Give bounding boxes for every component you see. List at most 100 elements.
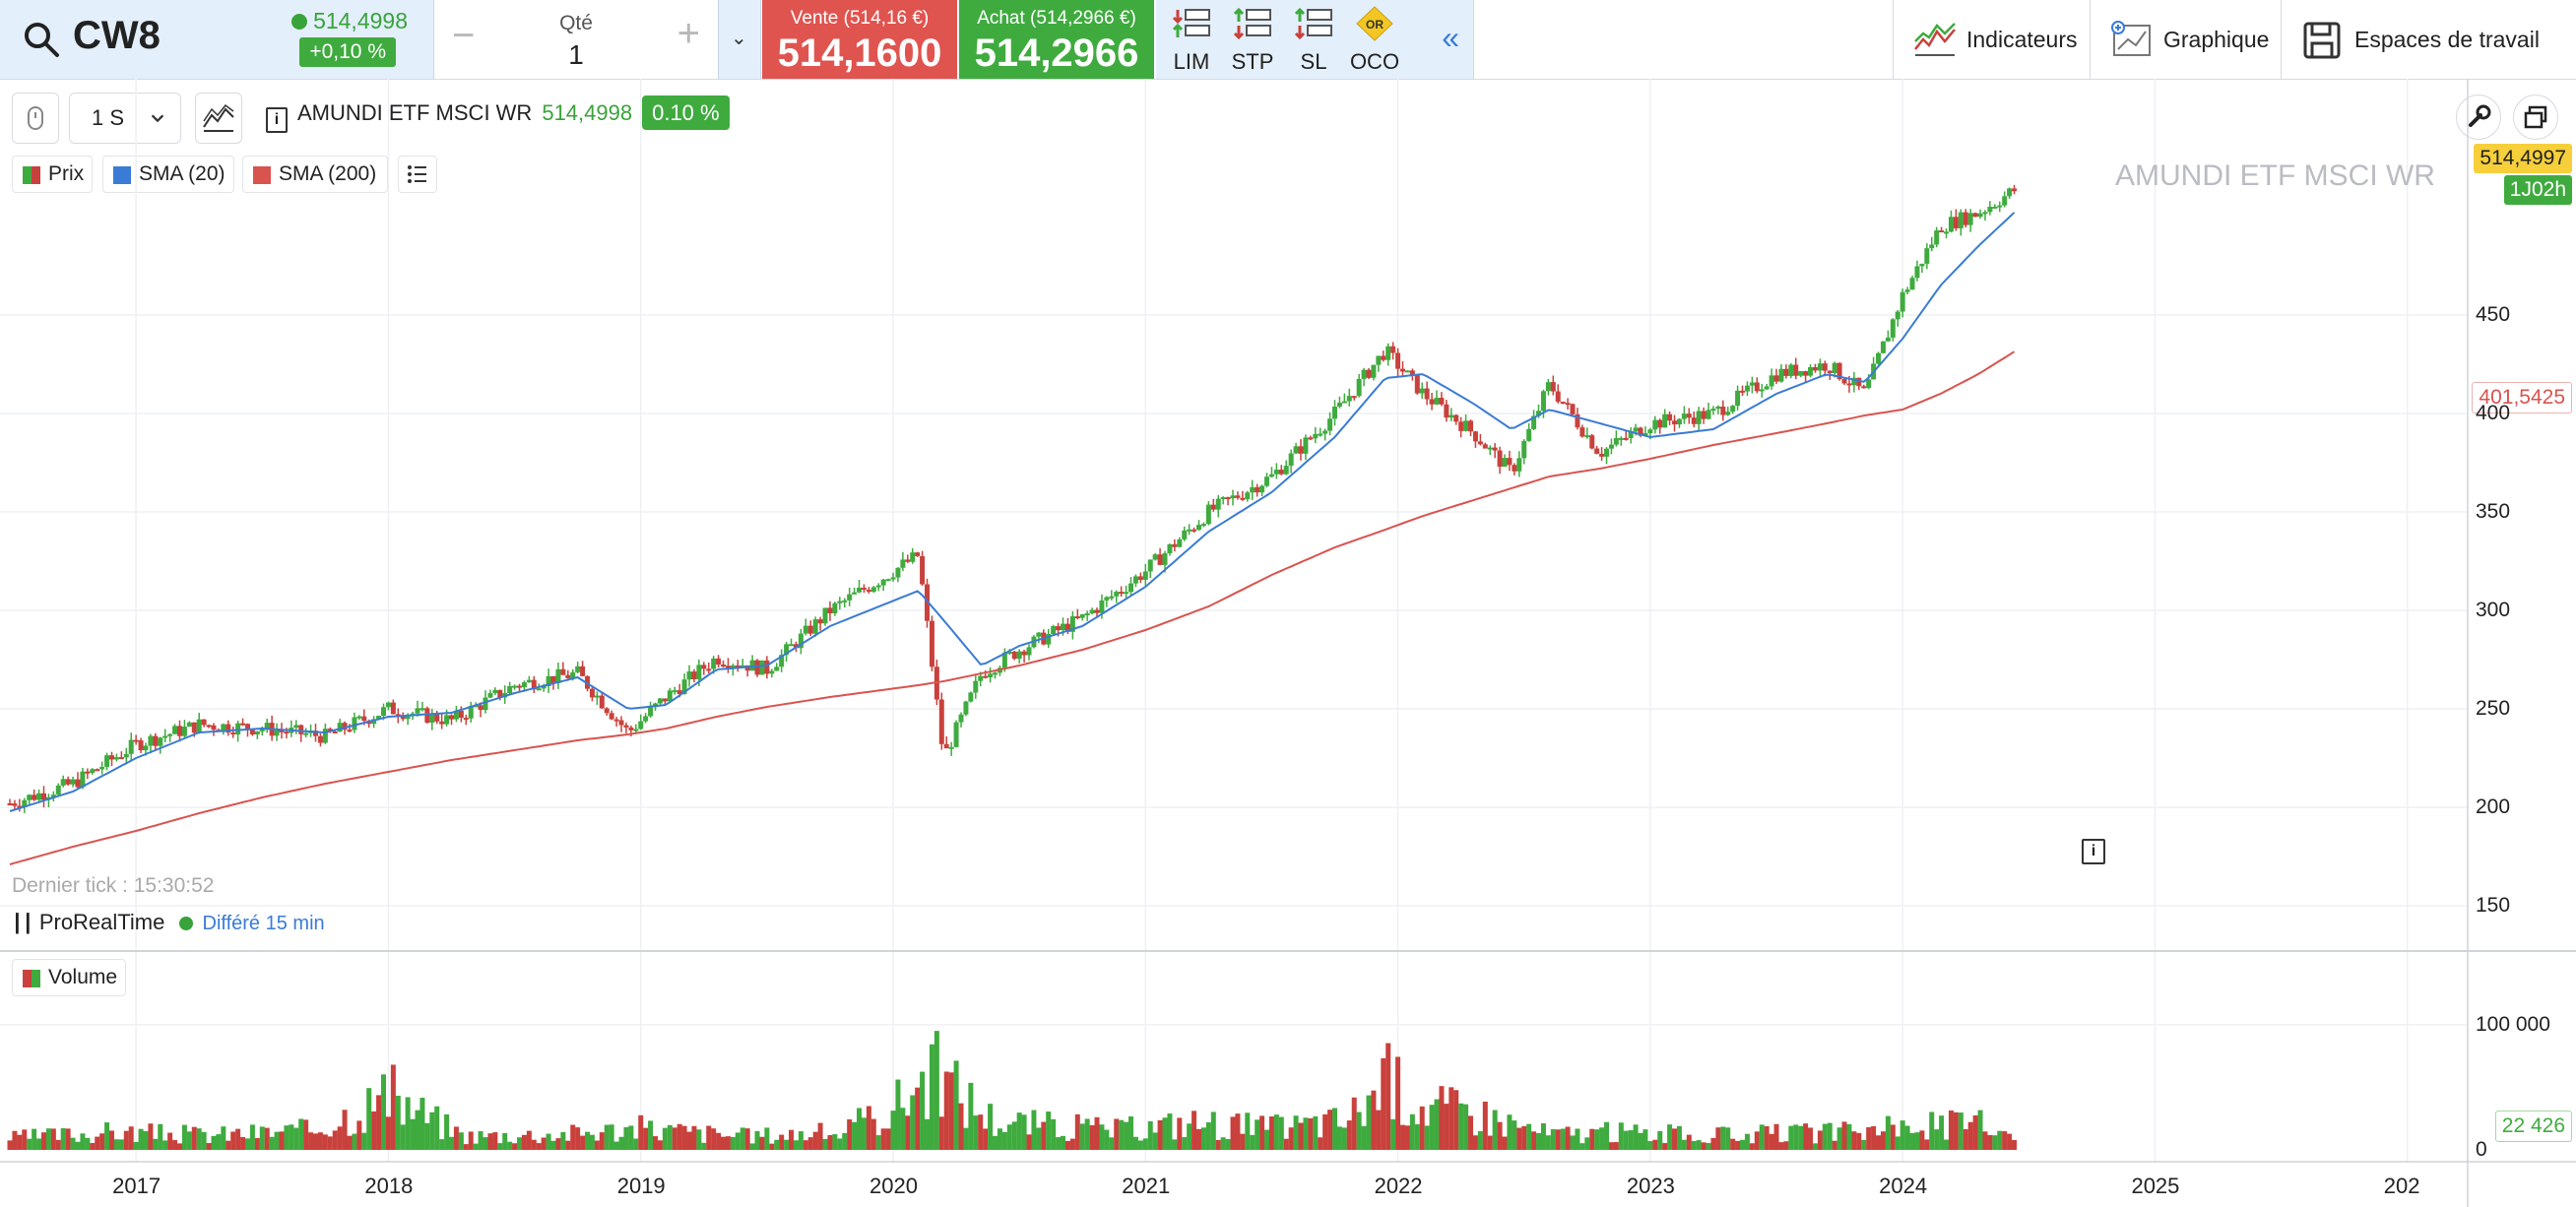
candle (1904, 289, 1910, 292)
legend-price[interactable]: Prix (12, 156, 93, 193)
candle (721, 664, 727, 667)
order-stp-button[interactable]: STP (1223, 6, 1282, 75)
candle (1516, 458, 1522, 472)
indicators-button[interactable]: Indicateurs (1893, 0, 2091, 79)
volume-bar (934, 1031, 939, 1150)
chart-type-button[interactable] (195, 93, 242, 144)
volume-bar (1468, 1115, 1474, 1150)
volume-bar (900, 1108, 906, 1150)
candle (1982, 212, 1988, 215)
period-select[interactable]: 1 S (69, 93, 181, 144)
settings-wrench-button[interactable] (2456, 95, 2501, 140)
list-icon (408, 165, 426, 183)
volume-bar (1124, 1121, 1129, 1150)
candle (1861, 386, 1867, 389)
volume-bar (109, 1130, 115, 1150)
volume-bar (22, 1129, 28, 1150)
detach-window-button[interactable] (2513, 95, 2558, 140)
volume-bar (235, 1128, 241, 1150)
volume-bar (779, 1134, 785, 1150)
order-lim-button[interactable]: LIM (1162, 6, 1221, 75)
volume-bar (293, 1127, 299, 1150)
volume-bar (1540, 1122, 1546, 1150)
candle (371, 719, 377, 725)
candle (1701, 411, 1707, 419)
candle (1987, 206, 1993, 213)
candle (1618, 437, 1624, 440)
volume-bar (1026, 1134, 1032, 1150)
volume-bar (1730, 1138, 1736, 1150)
volume-bar (1492, 1110, 1498, 1150)
sell-button[interactable]: Vente (514,16 €) 514,1600 (762, 0, 957, 79)
volume-bar (483, 1137, 488, 1150)
volume-bar (560, 1131, 566, 1150)
order-oco-button[interactable]: OR OCO (1345, 6, 1404, 75)
volume-bar (1119, 1119, 1125, 1150)
candle (2002, 196, 2008, 206)
volume-bar (1235, 1113, 1241, 1150)
search-icon[interactable] (22, 20, 61, 59)
volume-bar (701, 1142, 707, 1150)
workspaces-button[interactable]: Espaces de travail (2281, 0, 2576, 79)
candle (1953, 217, 1959, 228)
legend-list-button[interactable] (398, 156, 437, 193)
candle (1686, 413, 1692, 418)
candle (1783, 368, 1789, 376)
candle (1876, 352, 1882, 364)
volume-tag: 22 426 (2494, 1111, 2572, 1142)
candle (429, 713, 435, 724)
candle (221, 724, 226, 732)
candle (143, 745, 149, 751)
candle (1866, 379, 1872, 389)
volume-bar (575, 1127, 581, 1150)
candle (1759, 389, 1765, 392)
volume-bar (1594, 1129, 1600, 1150)
candle (880, 579, 886, 586)
drag-handle-icon (28, 106, 43, 130)
price-chart[interactable] (0, 79, 2576, 1207)
candle (1061, 623, 1066, 631)
chart-button[interactable]: Graphique (2090, 0, 2282, 79)
candle (313, 731, 319, 736)
volume-bar (822, 1138, 828, 1150)
candle (400, 716, 406, 720)
instrument-change-badge: 0.10 % (642, 95, 730, 130)
volume-bar (517, 1137, 523, 1150)
legend-volume[interactable]: Volume (12, 959, 126, 996)
candle (1890, 319, 1896, 338)
candle (424, 708, 430, 724)
chart-add-icon (2111, 21, 2151, 56)
volume-bar (1876, 1135, 1882, 1150)
order-sl-button[interactable]: SL (1284, 6, 1343, 75)
drag-handle-button[interactable] (12, 93, 59, 144)
price-tick-label: 200 (2476, 795, 2511, 818)
legend-sma20[interactable]: SMA (20) (102, 156, 234, 193)
info-icon[interactable]: i (266, 107, 288, 133)
candle (1909, 278, 1915, 290)
legend-sma200[interactable]: SMA (200) (242, 156, 388, 193)
volume-bar (332, 1130, 338, 1150)
buy-button[interactable]: Achat (514,2966 €) 514,2966 (959, 0, 1154, 79)
legend-price-label: Prix (48, 162, 85, 185)
sma200-line (9, 350, 2016, 865)
volume-bar (832, 1134, 838, 1150)
volume-bar (221, 1126, 226, 1150)
volume-bar (706, 1125, 712, 1150)
volume-bar (1798, 1125, 1804, 1150)
qty-input[interactable]: 1 (568, 39, 584, 70)
volume-bar (415, 1110, 420, 1150)
volume-bar (1404, 1125, 1410, 1150)
candle (1094, 609, 1100, 613)
volume-bar (536, 1143, 542, 1150)
candle (1934, 230, 1940, 245)
qty-plus-button[interactable]: + (676, 12, 700, 55)
volume-bar (1904, 1125, 1910, 1150)
info-icon[interactable]: i (2082, 839, 2105, 864)
order-dropdown-button[interactable]: ⌄ (719, 0, 761, 79)
candle (521, 682, 527, 688)
collapse-panel-icon[interactable]: « (1442, 20, 1459, 55)
symbol-box[interactable]: CW8 514,4998 +0,10 % (0, 0, 434, 79)
volume-bar (1346, 1120, 1352, 1150)
qty-minus-button[interactable]: − (452, 14, 476, 57)
time-tick-label: 2022 (1374, 1174, 1423, 1198)
